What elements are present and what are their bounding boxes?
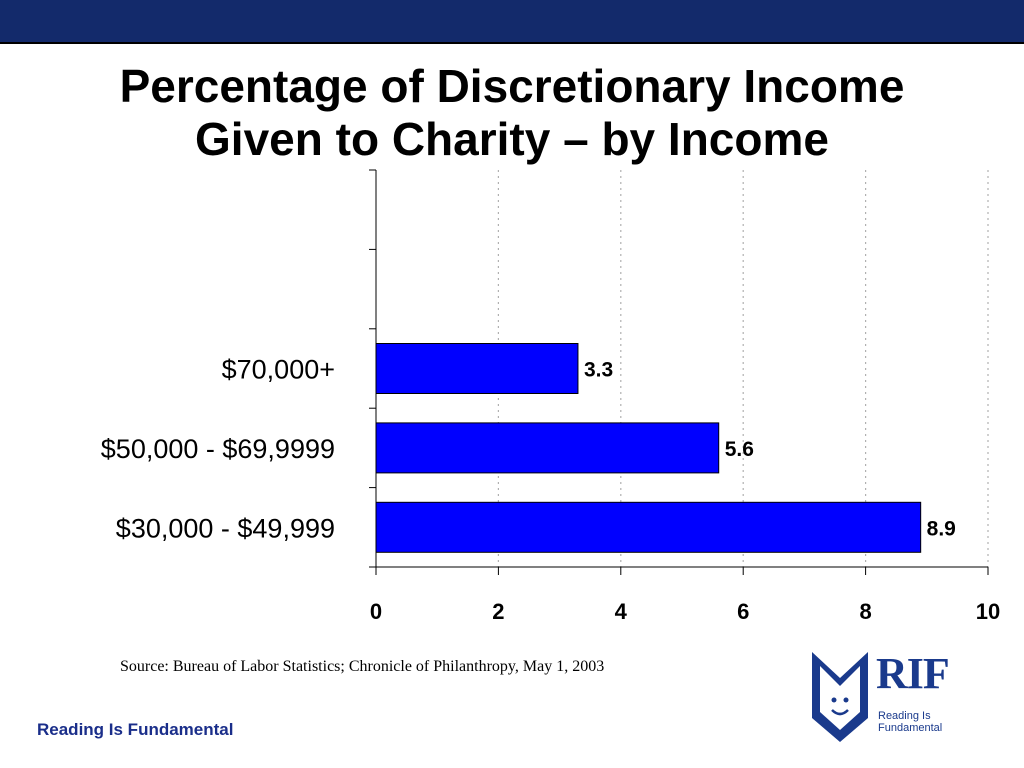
category-label: $70,000+ bbox=[222, 355, 335, 385]
x-tick-label: 10 bbox=[976, 599, 1000, 624]
logo-mark: RIF bbox=[876, 649, 950, 698]
bar bbox=[375, 343, 579, 394]
data-label: 3.3 bbox=[584, 359, 613, 382]
x-tick-label: 6 bbox=[737, 599, 749, 624]
top-bar bbox=[0, 0, 1024, 44]
x-tick-label: 8 bbox=[859, 599, 871, 624]
category-label: $30,000 - $49,999 bbox=[116, 513, 335, 543]
logo-line-2: Fundamental bbox=[878, 722, 943, 734]
bar bbox=[375, 501, 922, 553]
data-label: 5.6 bbox=[725, 438, 754, 461]
bar bbox=[375, 422, 720, 474]
x-tick-label: 2 bbox=[492, 599, 504, 624]
title-line-2: Given to Charity – by Income bbox=[195, 113, 829, 165]
logo-line-1: Reading Is bbox=[878, 710, 931, 722]
slide-title: Percentage of Discretionary Income Given… bbox=[0, 60, 1024, 166]
category-label: $50,000 - $69,9999 bbox=[101, 434, 335, 464]
footer-text: Reading Is Fundamental bbox=[37, 720, 234, 739]
source-note: Source: Bureau of Labor Statistics; Chro… bbox=[120, 658, 605, 675]
x-tick-label: 4 bbox=[615, 599, 628, 624]
title-line-1: Percentage of Discretionary Income bbox=[119, 60, 905, 112]
logo-subtitle: Reading Is Fundamental bbox=[878, 710, 942, 734]
book-face-icon bbox=[812, 652, 868, 742]
rif-logo: RIF Reading Is Fundamental bbox=[808, 648, 958, 744]
data-label: 8.9 bbox=[927, 517, 956, 540]
x-tick-label: 0 bbox=[370, 599, 382, 624]
